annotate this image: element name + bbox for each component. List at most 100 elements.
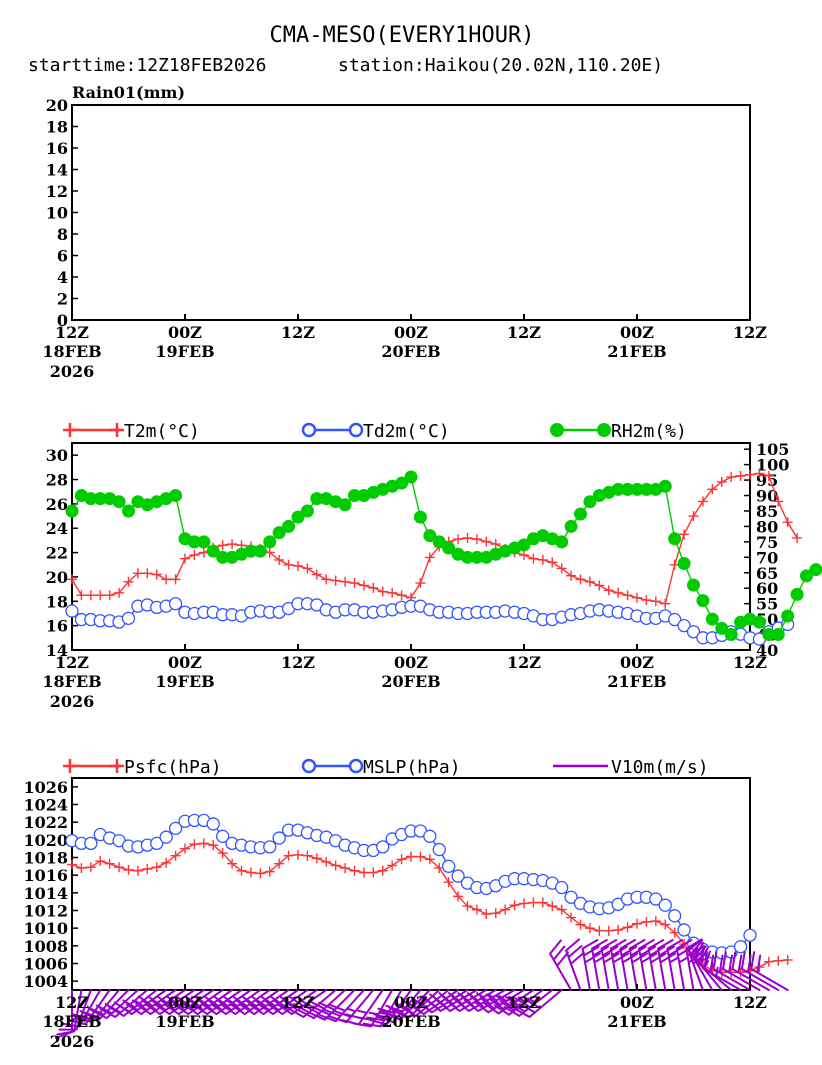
x-tick-label: 12Z — [733, 323, 767, 342]
y-tick-label: 18 — [46, 592, 68, 611]
x-tick-label: 12Z — [281, 993, 315, 1012]
psfc-point — [198, 838, 209, 849]
rh2m-point — [771, 628, 785, 642]
wind-barb — [276, 989, 328, 1016]
t2m-point — [95, 590, 106, 601]
x-tick-label: 12Z — [507, 653, 541, 672]
t2m-point — [67, 574, 77, 585]
rh2m-point — [781, 609, 795, 623]
wind-barb — [483, 989, 535, 1015]
t2m-point — [396, 590, 407, 601]
x-tick-label: 12Z — [733, 993, 767, 1012]
rh2m-point — [263, 535, 277, 549]
psfc-point — [264, 866, 275, 877]
psfc-point — [650, 916, 661, 927]
wind-barb — [308, 989, 356, 1021]
mslp-legend-marker — [301, 758, 317, 774]
t2m-point — [688, 511, 699, 522]
rh2m-point — [564, 519, 578, 533]
psfc-point — [340, 863, 351, 874]
rh2m-point — [715, 621, 729, 635]
psfc-point — [283, 850, 294, 861]
wind-barb — [68, 989, 111, 1026]
t2m-point — [745, 469, 755, 480]
psfc-legend-marker — [110, 759, 124, 773]
y2-tick-label: 65 — [756, 564, 778, 583]
mslp-point — [423, 829, 437, 843]
x-tick-date: 18FEB — [42, 1012, 101, 1031]
station-label: station:Haikou(20.02N,110.20E) — [338, 55, 663, 76]
t2m-point — [462, 532, 473, 543]
t2m-point — [132, 568, 143, 579]
x-tick-year: 2026 — [50, 362, 95, 381]
psfc-point — [773, 955, 784, 966]
x-tick-year: 2026 — [50, 692, 95, 711]
psfc-point — [95, 856, 106, 867]
mslp-point — [432, 842, 446, 857]
rh2m-point — [658, 479, 672, 493]
x-tick-date: 19FEB — [155, 342, 214, 361]
wind-barb — [513, 989, 563, 1018]
t2m-point — [782, 517, 793, 528]
rain-panel-title: Rain01(mm) — [72, 83, 185, 102]
t2m-point — [603, 585, 614, 596]
wind-barb — [210, 989, 262, 1016]
psfc-point — [387, 860, 398, 871]
psfc-point — [566, 912, 577, 923]
t2m-point — [85, 590, 96, 601]
t2m-point — [556, 563, 567, 574]
wind-barb — [126, 989, 177, 1016]
psfc-point — [519, 898, 529, 909]
y2-tick-label: 55 — [756, 595, 778, 614]
psfc-point — [217, 848, 228, 859]
wind-barb — [318, 989, 365, 1023]
y2-tick-label: 105 — [756, 440, 789, 459]
rh2m-point — [112, 495, 126, 509]
y-tick-label: 1012 — [23, 902, 68, 921]
t2m-point — [311, 569, 322, 580]
wind-barb — [154, 989, 205, 1016]
x-tick-label: 00Z — [620, 653, 654, 672]
psfc-point — [509, 900, 520, 911]
mslp-point — [451, 869, 465, 883]
y-tick-label: 12 — [46, 182, 68, 201]
wind-barb — [341, 989, 384, 1026]
psfc-point — [415, 851, 426, 862]
x-tick-label: 00Z — [394, 653, 428, 672]
mslp-point — [564, 890, 578, 904]
wind-barb — [712, 951, 751, 991]
wind-barb — [693, 941, 723, 991]
t2m-point — [377, 586, 388, 597]
rh2m-point — [197, 535, 211, 549]
wind-barb — [675, 939, 694, 991]
psfc-point — [528, 897, 539, 908]
wind-barb — [740, 951, 780, 991]
wind-barb — [383, 989, 431, 1021]
t2m-point — [415, 578, 426, 589]
y-tick-label: 14 — [46, 641, 68, 660]
psfc-point — [377, 865, 388, 876]
psfc-point — [161, 857, 172, 868]
y-tick-label: 18 — [46, 118, 68, 137]
t2m-point — [387, 587, 398, 598]
y2-tick-label: 85 — [756, 502, 778, 521]
y-tick-label: 16 — [46, 617, 68, 636]
t2m-point — [330, 575, 341, 586]
wind-barb — [565, 938, 585, 991]
t2m-point — [641, 595, 652, 606]
psfc-point — [142, 863, 153, 874]
t2m-point — [754, 468, 765, 479]
wind-barb — [267, 989, 318, 1016]
td2m-legend-marker — [301, 422, 317, 438]
y-tick-label: 1020 — [23, 831, 68, 850]
mslp-point — [168, 821, 183, 835]
wind-barb — [698, 945, 733, 991]
x-tick-date: 20FEB — [381, 1012, 440, 1031]
x-tick-date: 19FEB — [155, 672, 214, 691]
rh2m-point — [809, 563, 822, 577]
y-tick-label: 1022 — [23, 813, 68, 832]
x-tick-label: 12Z — [507, 993, 541, 1012]
y2-tick-label: 100 — [756, 456, 789, 475]
wind-barb — [619, 939, 639, 991]
wind-barb — [248, 989, 299, 1016]
